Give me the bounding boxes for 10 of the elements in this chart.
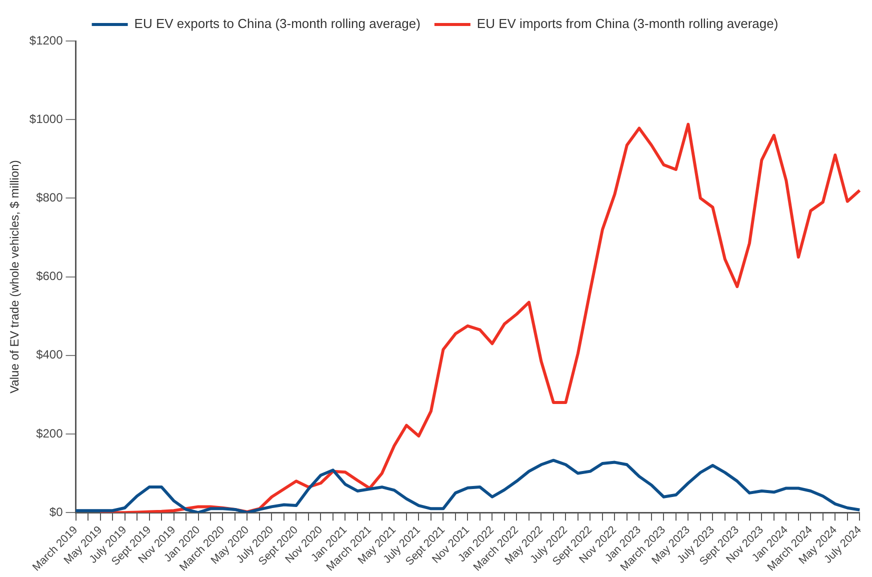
y-tick-label: $600 (36, 269, 64, 284)
y-tick-label: $1000 (29, 112, 64, 126)
legend-label: EU EV imports from China (3-month rolling average) (476, 16, 778, 32)
y-axis-title: Value of EV trade (whole vehicles, $ million) (8, 160, 22, 394)
legend-label: EU EV exports to China (3-month rolling average) (134, 16, 420, 32)
y-tick-label: $0 (49, 504, 64, 519)
y-tick-label: $400 (36, 348, 64, 362)
y-tick-label: $800 (36, 190, 64, 205)
y-tick-label: $1200 (29, 33, 64, 48)
y-tick-label: $200 (36, 426, 64, 440)
